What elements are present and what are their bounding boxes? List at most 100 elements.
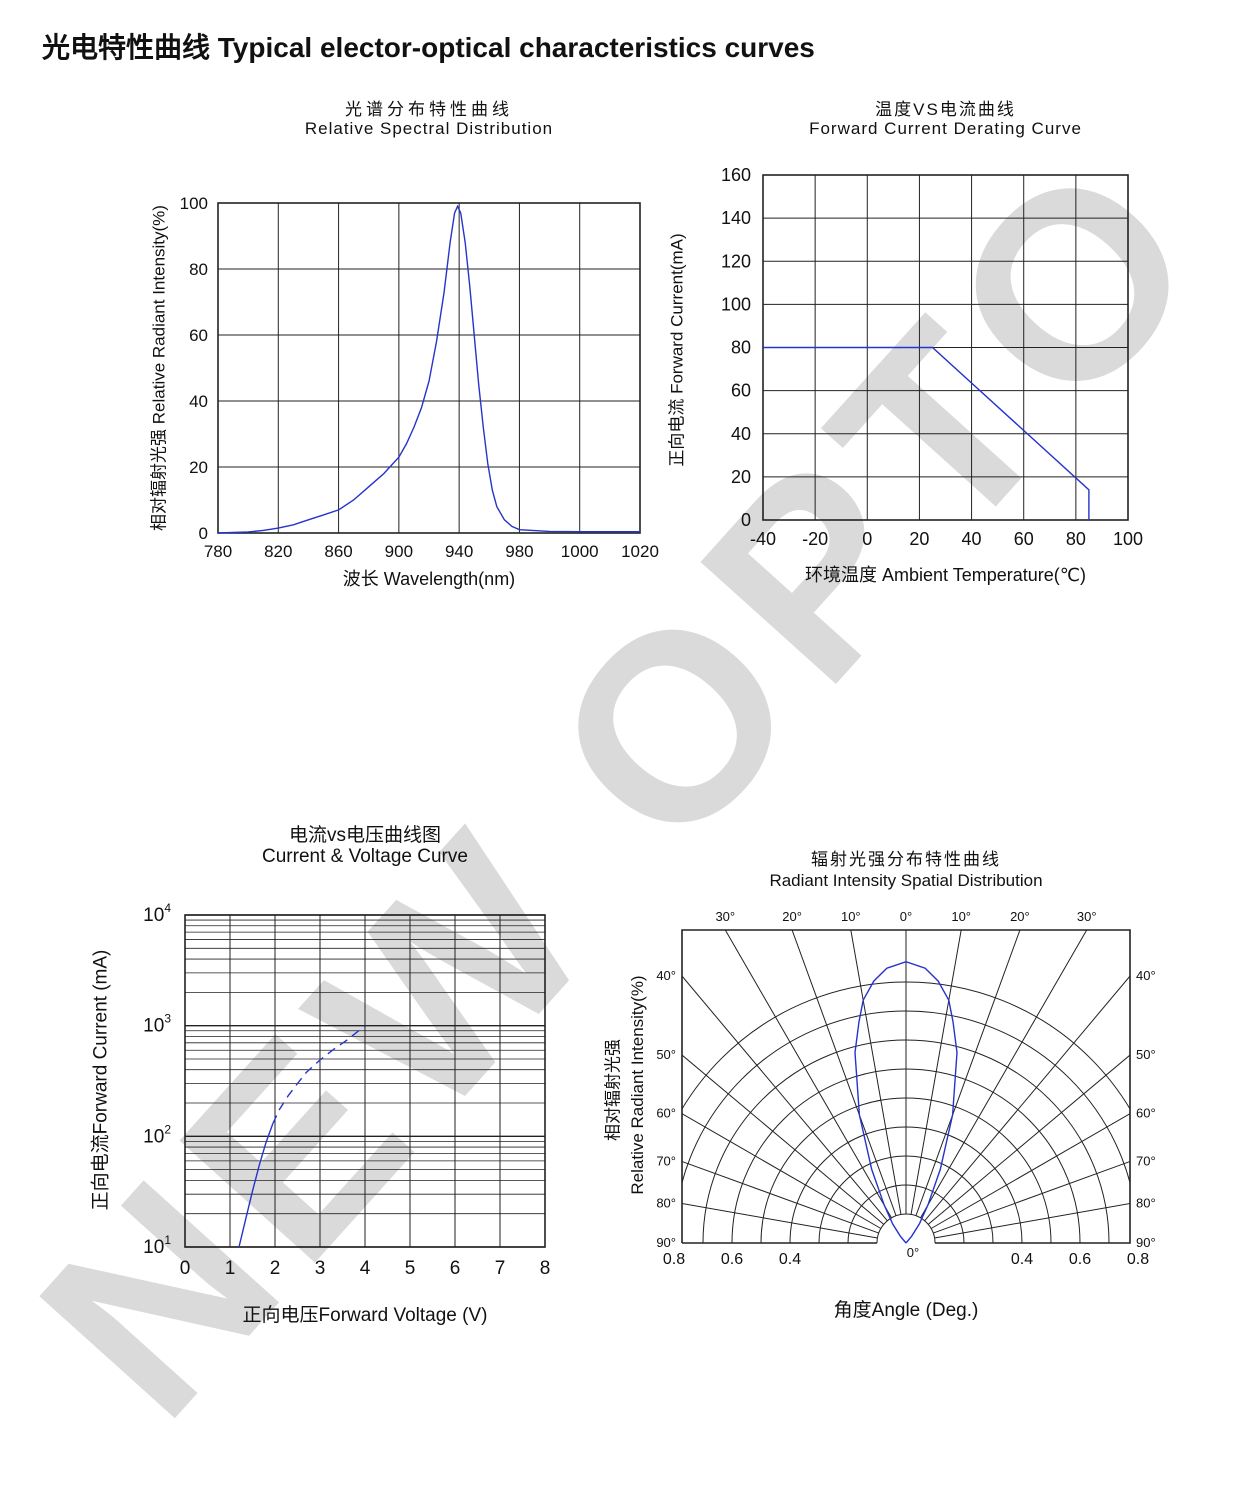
tick-label: -40 xyxy=(750,529,776,549)
chart-derating-title-en: Forward Current Derating Curve xyxy=(809,119,1082,138)
polar-radial-line xyxy=(682,1202,878,1239)
tick-label: 90° xyxy=(1136,1235,1156,1250)
tick-label: 820 xyxy=(264,542,292,561)
chart-derating-title-cn: 温度VS电流曲线 xyxy=(875,100,1016,119)
polar-radial-line xyxy=(910,930,962,1215)
chart-vi-plot: 101 102 103 104 0 1 2 3 4 5 6 7 8 xyxy=(143,901,551,1279)
tick-label: 5 xyxy=(405,1258,416,1279)
chart-spectral-title-cn: 光谱分布特性曲线 xyxy=(345,100,513,119)
tick-label: 7 xyxy=(495,1258,506,1279)
tick-label: 80° xyxy=(1136,1196,1156,1211)
tick-label: 60 xyxy=(731,381,751,401)
tick-label: 20° xyxy=(1010,909,1030,924)
tick-label: 60 xyxy=(189,326,208,345)
tick-label: 140 xyxy=(721,208,751,228)
chart-vi-title-en: Current & Voltage Curve xyxy=(262,846,468,867)
polar-radial-line xyxy=(682,1113,882,1229)
chart-derating: 温度VS电流曲线 Forward Current Derating Curve … xyxy=(660,95,1200,640)
chart-spectral-xlabel: 波长 Wavelength(nm) xyxy=(342,569,516,589)
spatial-lobe-curve xyxy=(854,960,958,1244)
tick-label: 60 xyxy=(1014,529,1034,549)
tick-label: 30° xyxy=(1077,909,1097,924)
tick-label: 80 xyxy=(189,260,208,279)
chart-spectral-plot: 0 20 40 60 80 100 780 820 860 900 940 980 1000 1020 xyxy=(180,194,659,561)
tick-label: 0.6 xyxy=(1069,1251,1091,1268)
polar-radial-line xyxy=(682,1054,885,1225)
tick-label: 860 xyxy=(324,542,352,561)
log-tick-label: 101 xyxy=(143,1233,171,1258)
tick-label: 90° xyxy=(656,1235,676,1250)
tick-label: 100 xyxy=(1113,529,1143,549)
polar-radial-line xyxy=(924,975,1130,1222)
tick-label: 20 xyxy=(909,529,929,549)
polar-radial-line xyxy=(930,1113,1130,1229)
chart-vi-title-cn: 电流vs电压曲线图 xyxy=(288,825,441,846)
chart-spatial-title-en: Radiant Intensity Spatial Distribution xyxy=(769,871,1043,890)
tick-label: 70° xyxy=(656,1153,676,1168)
tick-label: 0 xyxy=(741,510,751,530)
chart-derating-plot: 0 20 40 60 80 100 120 140 160 -40 -20 0 20 40 60 80 100 xyxy=(721,165,1143,549)
tick-label: 50° xyxy=(656,1047,676,1062)
tick-label: 160 xyxy=(721,165,751,185)
tick-label: 40 xyxy=(962,529,982,549)
tick-label: 2 xyxy=(270,1258,281,1279)
derating-curve xyxy=(763,346,1090,520)
chart-spatial-title-cn: 辐射光强分布特性曲线 xyxy=(811,850,1001,869)
tick-label: 20 xyxy=(731,467,751,487)
tick-label: 80 xyxy=(1066,529,1086,549)
tick-label: 3 xyxy=(315,1258,326,1279)
plot-frame xyxy=(184,914,546,1248)
polar-radial-line xyxy=(915,930,1021,1216)
tick-label: 40 xyxy=(731,424,751,444)
tick-label: 0° xyxy=(900,909,912,924)
tick-label: 940 xyxy=(445,542,473,561)
chart-spatial: 辐射光强分布特性曲线 Radiant Intensity Spatial Dis… xyxy=(604,840,1225,1400)
tick-label: 8 xyxy=(540,1258,551,1279)
plot-frame xyxy=(681,929,1131,1244)
tick-label: 80 xyxy=(731,338,751,358)
tick-label: 100 xyxy=(180,194,208,213)
page-title: 光电特性曲线 Typical elector-optical character… xyxy=(42,32,815,63)
tick-label: 900 xyxy=(385,542,413,561)
polar-radial-line xyxy=(850,930,902,1215)
tick-label: 60° xyxy=(656,1106,676,1121)
polar-radial-line xyxy=(724,930,892,1219)
tick-label: 60° xyxy=(1136,1106,1156,1121)
tick-label: 20° xyxy=(782,909,802,924)
tick-label: 6 xyxy=(450,1258,461,1279)
tick-label: 0 xyxy=(180,1258,191,1279)
tick-label: 20 xyxy=(189,458,208,477)
tick-label: 100 xyxy=(721,294,751,314)
polar-radial-line xyxy=(934,1202,1130,1239)
polar-radial-line xyxy=(920,930,1088,1219)
tick-label: 40° xyxy=(656,968,676,983)
tick-label: 10° xyxy=(841,909,861,924)
tick-label: 4 xyxy=(360,1258,371,1279)
tick-label: 70° xyxy=(1136,1153,1156,1168)
tick-label: 1000 xyxy=(561,542,599,561)
tick-label: 0.4 xyxy=(779,1251,801,1268)
tick-label: 30° xyxy=(715,909,735,924)
tick-label: 10° xyxy=(951,909,971,924)
tick-label: 80° xyxy=(656,1196,676,1211)
chart-spectral: 光谱分布特性曲线 Relative Spectral Distribution … xyxy=(140,95,680,640)
log-tick-label: 102 xyxy=(143,1122,171,1147)
polar-radial-line xyxy=(791,930,897,1216)
tick-label: 0 xyxy=(862,529,872,549)
polar-radial-line xyxy=(933,1160,1130,1234)
chart-vi-xlabel: 正向电压Forward Voltage (V) xyxy=(242,1305,488,1326)
chart-spatial-xlabel: 角度Angle (Deg.) xyxy=(833,1300,979,1321)
polar-radial-line xyxy=(682,975,888,1222)
tick-label: 0.8 xyxy=(663,1251,685,1268)
tick-label: 40° xyxy=(1136,968,1156,983)
plot-frame xyxy=(217,202,641,534)
tick-label: 980 xyxy=(505,542,533,561)
tick-label: 50° xyxy=(1136,1047,1156,1062)
tick-label: 0.6 xyxy=(721,1251,743,1268)
chart-spatial-plot: 30° 20° 10° 0° 10° 20° 30° 40° 40° 50° 50° 60° 60° 70… xyxy=(656,909,1156,1268)
chart-vi: 电流vs电压曲线图 Current & Voltage Curve 正向电流Fo… xyxy=(80,820,600,1380)
polar-radial-line xyxy=(682,1160,879,1234)
log-tick-label: 104 xyxy=(143,901,171,926)
spectral-curve xyxy=(217,204,640,534)
